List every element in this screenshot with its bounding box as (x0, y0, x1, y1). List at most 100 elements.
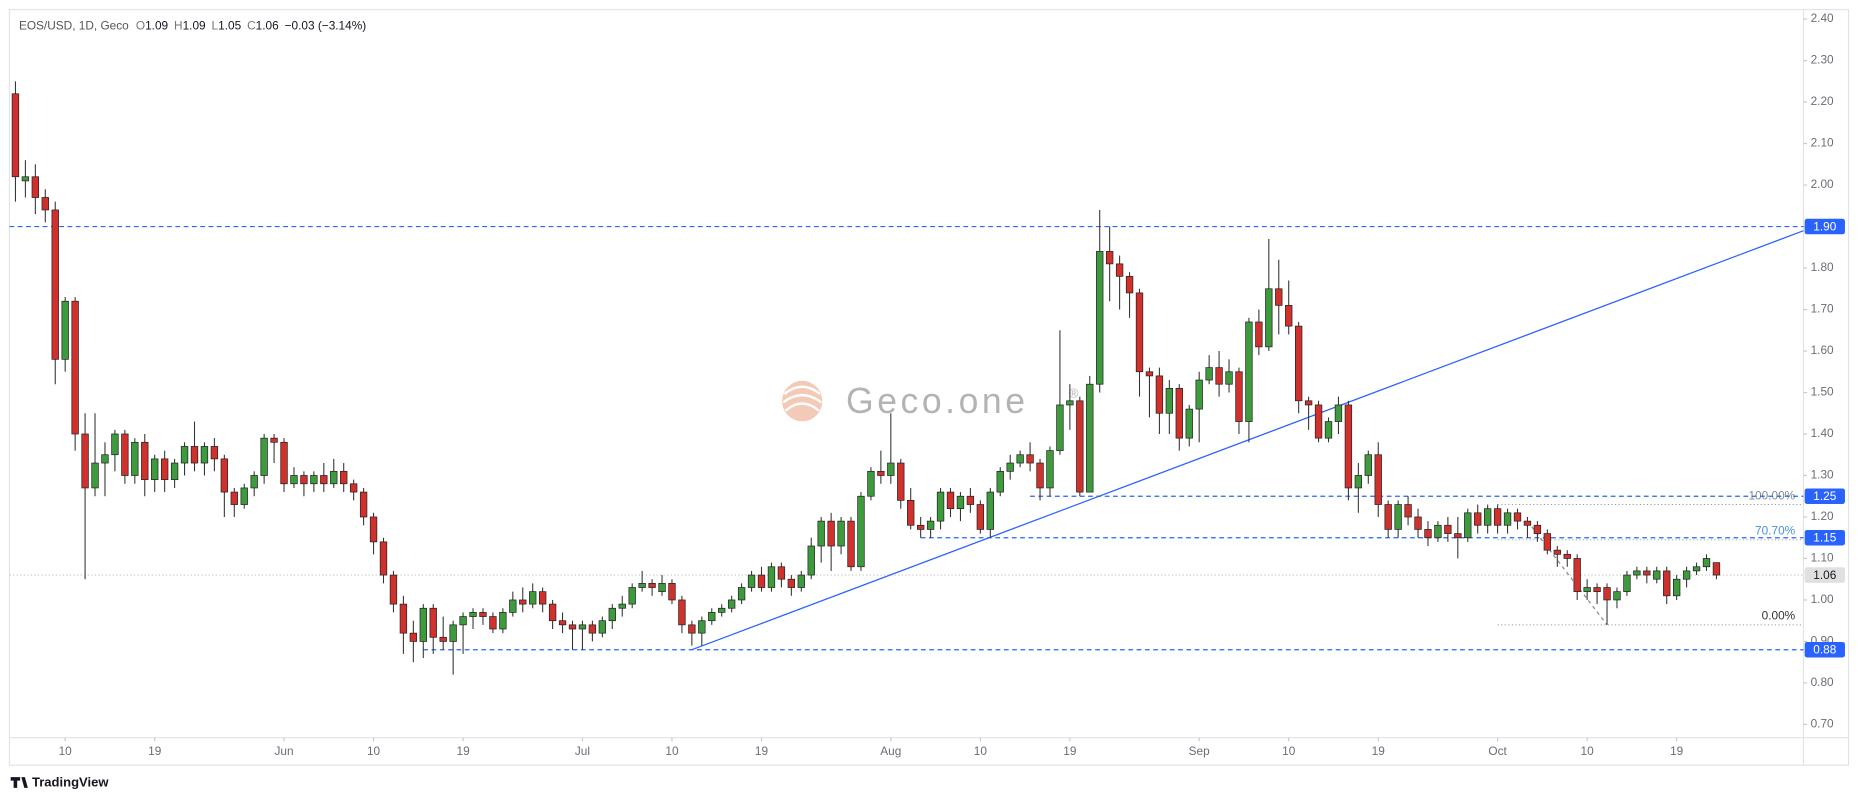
candle-body (399, 603, 408, 634)
candle-body (290, 475, 298, 485)
fib-label: 100.00% (1748, 488, 1795, 502)
candle-body (568, 624, 577, 630)
candle-body (837, 520, 845, 547)
candle-body (459, 616, 467, 626)
watermark-logo (782, 380, 823, 422)
candle-body (1294, 325, 1303, 402)
tradingview-logo (10, 777, 28, 788)
y-tick-label: 2.40 (1811, 11, 1834, 25)
candle-body (379, 541, 388, 576)
candle-body (698, 620, 706, 634)
candle-body (1006, 462, 1014, 472)
candle-body (867, 470, 875, 497)
y-tick-label: 2.00 (1811, 177, 1834, 191)
candle-body (976, 504, 985, 530)
candle-body (608, 607, 616, 622)
y-tick-label: 1.50 (1811, 385, 1834, 399)
candle-body (1414, 516, 1422, 530)
candle-body (877, 470, 885, 476)
candle-body (131, 441, 139, 476)
candle-body (210, 446, 219, 460)
candle-body (648, 583, 656, 588)
watermark-text: Geco.one (846, 381, 1028, 421)
candle-body (41, 197, 49, 211)
x-tick-label: 19 (1372, 744, 1386, 758)
candle-body (1304, 400, 1313, 406)
footer-text: TradingView (32, 774, 109, 789)
candle-body (757, 574, 766, 588)
candle-body (887, 462, 895, 476)
x-tick-label: Sep (1189, 744, 1210, 758)
candle-body (1165, 387, 1174, 414)
fib-label: 70.70% (1755, 524, 1796, 538)
watermark-registered: ® (1069, 385, 1079, 400)
y-tick-label: 1.00 (1811, 592, 1834, 606)
ohlc-value: 1.09 (183, 18, 206, 32)
candle-body (160, 458, 169, 480)
candle-body (1553, 549, 1561, 555)
candle-body (1663, 570, 1671, 597)
candle-body (1513, 512, 1522, 522)
candle-body (230, 491, 238, 505)
candle-body (1394, 504, 1402, 530)
candle-body (1633, 570, 1641, 576)
price-label-box (1804, 567, 1845, 583)
watermark: Geco.one ® (782, 380, 1079, 422)
candle-body (170, 462, 179, 480)
candle-body (1533, 524, 1542, 534)
candle-body (111, 433, 119, 456)
candle-body (767, 566, 776, 588)
chart-frame (8, 8, 1850, 766)
candle-body (708, 612, 716, 622)
candle-body (1593, 587, 1601, 593)
candle-body (1105, 251, 1114, 265)
candle-body (270, 437, 278, 443)
watermark-logo-stripes (782, 385, 822, 412)
candle-body (1096, 251, 1104, 385)
candle-body (718, 607, 726, 613)
candle-body (1384, 504, 1392, 530)
candle-body (1076, 400, 1084, 493)
candle-body (737, 587, 746, 601)
candle-body (340, 470, 348, 485)
candle-body (1285, 305, 1293, 327)
candle-body (1434, 524, 1442, 539)
candle-body (996, 470, 1004, 493)
price-label: 0.88 (1813, 642, 1836, 656)
footer-logo: TradingView (10, 774, 109, 790)
candle-body (1583, 587, 1591, 593)
candle-body (1563, 553, 1571, 559)
candle-body (1175, 387, 1183, 439)
candle-body (1672, 578, 1681, 597)
candle-body (618, 603, 626, 609)
candle-body (71, 300, 79, 435)
candle-body (439, 636, 447, 642)
x-tick-label: 10 (1581, 744, 1595, 758)
x-tick-label: Oct (1488, 744, 1507, 758)
candle-body (1205, 367, 1213, 381)
candle-body (1265, 288, 1273, 348)
candle-body (1702, 558, 1711, 568)
price-label-box (1804, 218, 1845, 235)
x-tick-label: 10 (1282, 744, 1296, 758)
candle-body (1135, 292, 1144, 373)
candle-body (1354, 475, 1363, 489)
candle-body (409, 632, 418, 642)
candle-body (1245, 321, 1253, 422)
candle-body (1016, 454, 1024, 464)
candle-body (479, 612, 487, 617)
candle-body (1225, 371, 1233, 385)
candle-body (320, 475, 328, 485)
candle-body (1115, 263, 1124, 277)
candle-body (1424, 529, 1432, 539)
candle-body (180, 446, 189, 464)
x-tick-label: 19 (1670, 744, 1684, 758)
candle-body (926, 520, 935, 530)
y-tick-label: 2.10 (1811, 136, 1834, 150)
fib-label: 0.00% (1762, 609, 1796, 623)
symbol-header: EOS/USD, 1D, Geco O1.09 H1.09 L1.05 C1.06 −0.… (19, 18, 366, 32)
candle-body (310, 475, 318, 485)
y-tick-label: 1.70 (1811, 302, 1834, 316)
candle-body (946, 491, 955, 510)
